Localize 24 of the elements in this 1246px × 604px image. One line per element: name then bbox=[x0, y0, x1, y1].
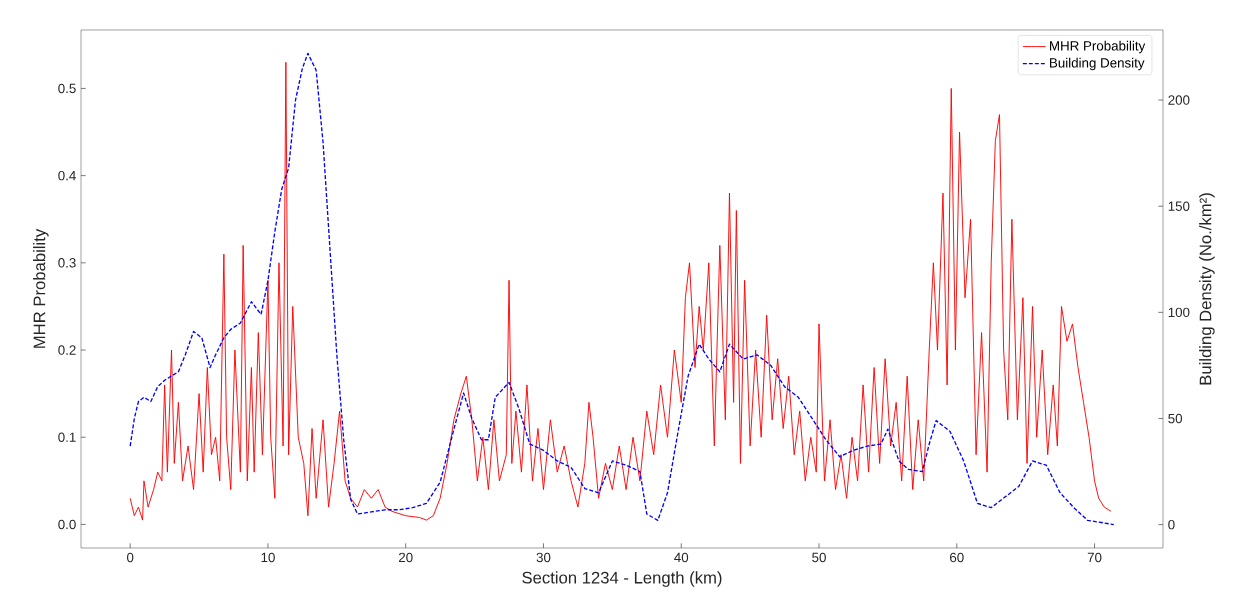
legend-label: Building Density bbox=[1050, 57, 1145, 71]
y-tick-label: 0.1 bbox=[58, 432, 76, 442]
y2-axis-title: Building Density (No./km²) bbox=[1199, 193, 1215, 385]
x-tick-label: 40 bbox=[674, 552, 689, 563]
y2-tick-label: 0 bbox=[1168, 519, 1175, 530]
y2-tick-label: 200 bbox=[1168, 95, 1190, 105]
x-tick-label: 10 bbox=[261, 552, 275, 563]
y-tick-label: 0.4 bbox=[58, 170, 76, 181]
x-tick-label: 0 bbox=[127, 552, 134, 563]
x-tick-label: 30 bbox=[536, 552, 551, 563]
x-axis-title: Section 1234 - Length (km) bbox=[522, 571, 722, 587]
x-tick-label: 60 bbox=[950, 552, 964, 563]
y2-tick-label: 50 bbox=[1168, 413, 1183, 424]
y-axis-title: MHR Probability bbox=[33, 228, 49, 348]
y2-tick-label: 100 bbox=[1168, 307, 1190, 318]
y-tick-label: 0.5 bbox=[58, 83, 76, 94]
y-tick-label: 0.3 bbox=[58, 258, 76, 268]
x-tick-label: 50 bbox=[812, 552, 826, 563]
legend-label: MHR Probability bbox=[1050, 40, 1146, 54]
x-tick-label: 20 bbox=[398, 552, 413, 563]
x-tick-label: 70 bbox=[1087, 552, 1102, 563]
y-tick-label: 0.0 bbox=[58, 519, 76, 530]
y-tick-label: 0.2 bbox=[58, 345, 76, 355]
y2-tick-label: 150 bbox=[1168, 201, 1190, 211]
